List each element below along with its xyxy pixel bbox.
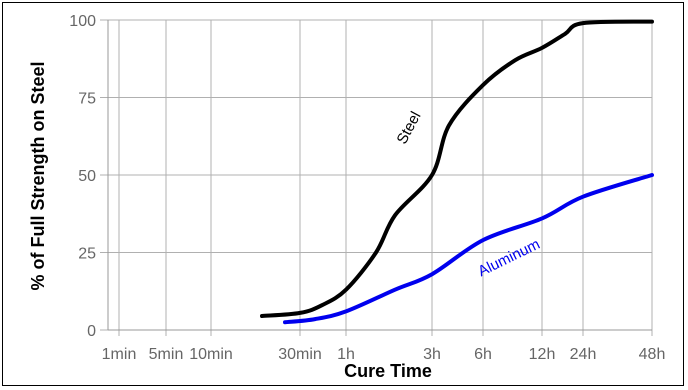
- y-axis-title: % of Full Strength on Steel: [28, 62, 48, 291]
- x-tick-label: 5min: [149, 346, 184, 363]
- x-tick-label: 1min: [102, 346, 137, 363]
- x-tick-label: 1h: [337, 346, 355, 363]
- y-tick-label: 0: [87, 323, 96, 340]
- series-lines: [260, 19, 654, 325]
- series-label-aluminum: Aluminum: [475, 236, 542, 281]
- chart-frame: [2, 2, 684, 386]
- series-label-steel: Steel: [393, 109, 424, 147]
- x-axis-title: Cure Time: [344, 361, 432, 381]
- axes: 0 25 50 75 100 1min 5min 10min 30min 1h 3h 6h 12h 24h…: [69, 13, 665, 363]
- x-tick-label: 6h: [474, 346, 492, 363]
- y-tick-label: 75: [78, 91, 96, 108]
- series-line-steel: [260, 19, 654, 319]
- grid: [108, 19, 653, 331]
- series-line-aluminum: [283, 173, 654, 325]
- y-tick-label: 50: [78, 168, 96, 185]
- x-tick-label: 24h: [570, 346, 597, 363]
- x-tick-label: 10min: [189, 346, 233, 363]
- y-tick-label: 100: [69, 13, 96, 30]
- x-tick-label: 3h: [423, 346, 441, 363]
- x-tick-label: 12h: [529, 346, 556, 363]
- x-tick-label: 30min: [278, 346, 322, 363]
- x-tick-label: 48h: [639, 346, 666, 363]
- y-tick-label: 25: [78, 246, 96, 263]
